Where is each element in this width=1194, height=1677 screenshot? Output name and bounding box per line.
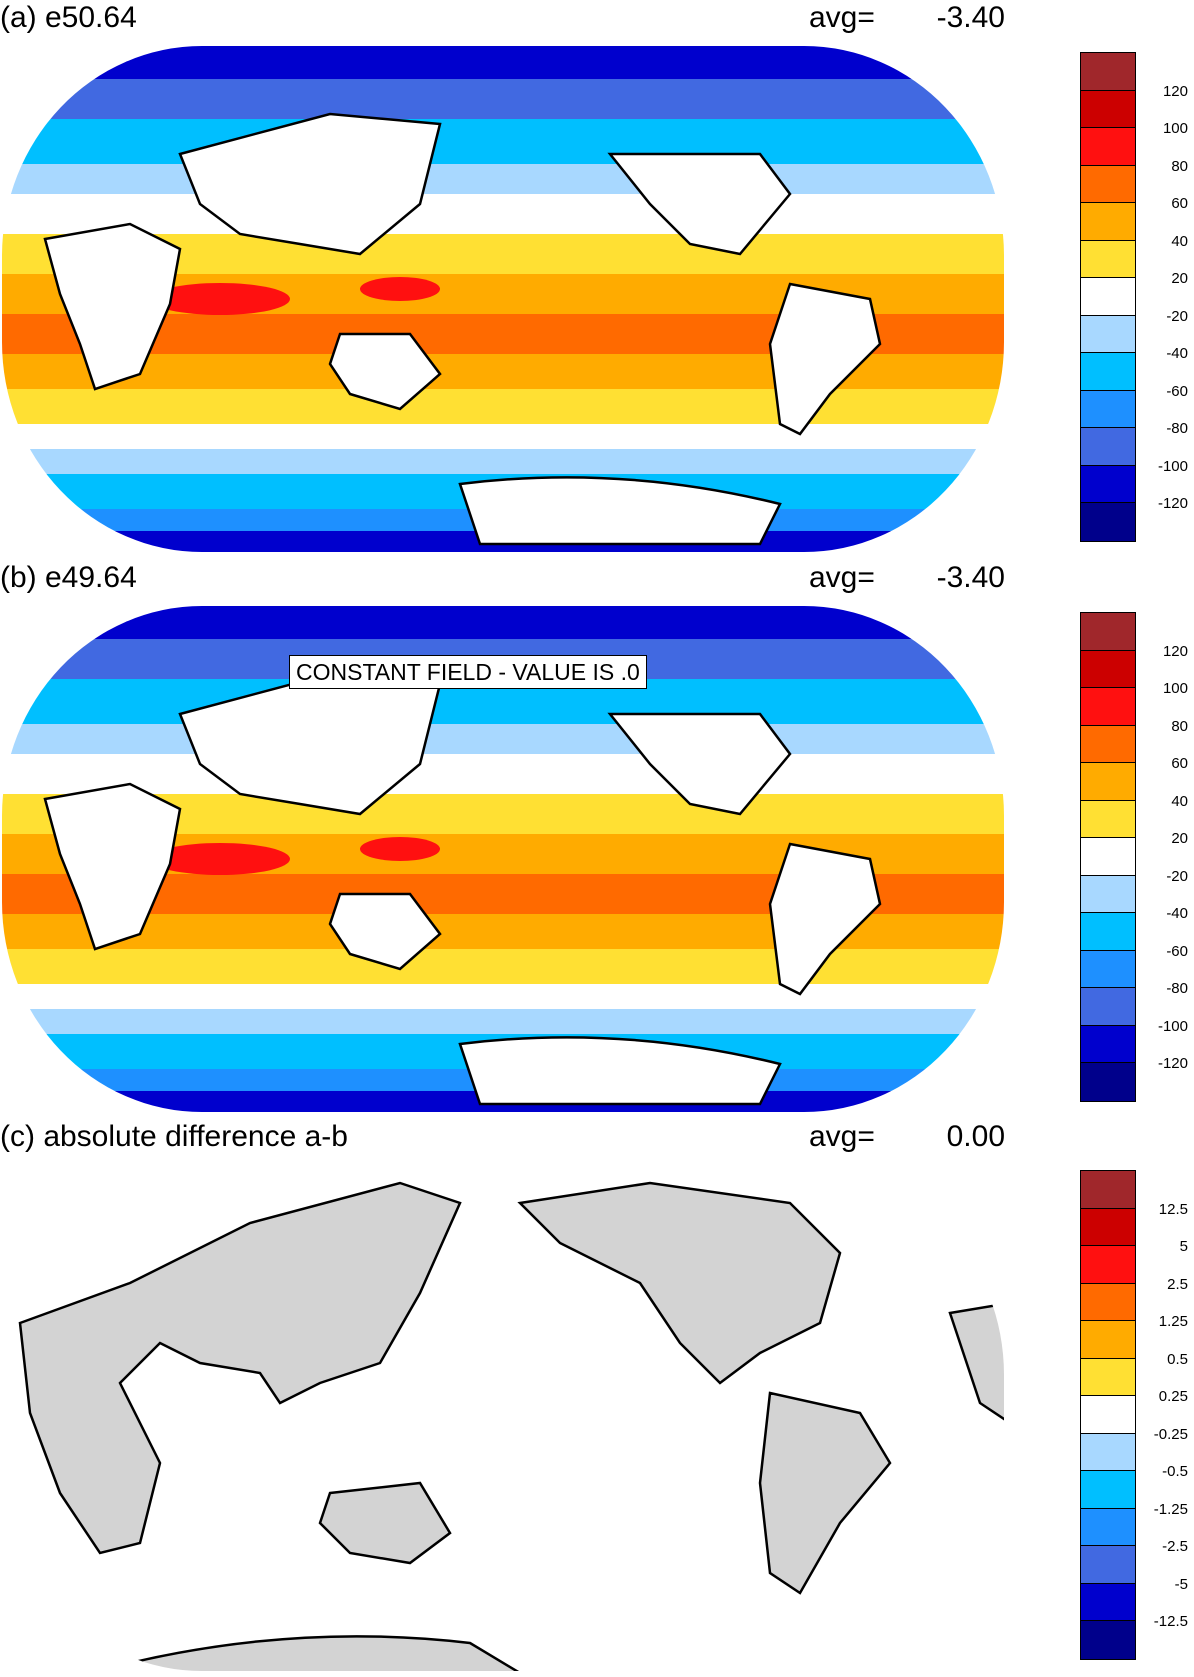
colorbar-swatch (1081, 988, 1135, 1026)
colorbar-label: 0.5 (1167, 1351, 1188, 1368)
colorbar-label: -40 (1166, 905, 1188, 922)
panel-a-avg-label: avg= (809, 1, 875, 34)
colorbar-swatch (1081, 913, 1135, 951)
colorbar-label: 40 (1171, 793, 1188, 810)
colorbar-label: 80 (1171, 158, 1188, 175)
panel-b-avg-label: avg= (809, 561, 875, 594)
colorbar-swatch (1081, 1396, 1135, 1434)
panel-c-title: (c) absolute difference a-b (0, 1120, 348, 1153)
colorbar-swatch (1081, 1433, 1135, 1471)
colorbar-swatch (1081, 763, 1135, 801)
colorbar-label: -120 (1157, 495, 1188, 512)
colorbar-label: 100 (1162, 120, 1188, 137)
colorbar-swatch (1081, 1063, 1135, 1101)
colorbar-label: -100 (1157, 1018, 1188, 1035)
colorbar-label: -60 (1166, 383, 1188, 400)
colorbar-swatch (1081, 278, 1135, 316)
panel-c-land (18, 1181, 1004, 1671)
colorbar-swatch (1081, 800, 1135, 838)
panel-c-avg-label: avg= (809, 1120, 875, 1153)
colorbar-swatch (1081, 1358, 1135, 1396)
colorbar-label: 20 (1171, 270, 1188, 287)
colorbar-swatch (1081, 165, 1135, 203)
colorbar-swatch (1081, 725, 1135, 763)
colorbar-label: 40 (1171, 233, 1188, 250)
colorbar-swatch (1081, 1583, 1135, 1621)
colorbar-swatch (1081, 688, 1135, 726)
colorbar-swatch (1081, 90, 1135, 128)
panel-c-map (18, 1181, 1004, 1671)
colorbar-swatch (1081, 1471, 1135, 1509)
colorbar-swatch (1081, 465, 1135, 503)
colorbar-label: -20 (1166, 868, 1188, 885)
colorbar-swatch (1081, 950, 1135, 988)
colorbar-swatch (1081, 1621, 1135, 1659)
colorbar-swatch (1081, 838, 1135, 876)
colorbar-swatch (1081, 53, 1135, 91)
colorbar-swatch (1081, 128, 1135, 166)
colorbar-label: 20 (1171, 830, 1188, 847)
colorbar-label: -80 (1166, 420, 1188, 437)
colorbar-swatch (1081, 875, 1135, 913)
colorbar-swatch (1081, 1283, 1135, 1321)
colorbar-label: -20 (1166, 308, 1188, 325)
panel-a-map (2, 46, 1004, 552)
colorbar-swatch (1081, 650, 1135, 688)
panel-c-avg-value: 0.00 (946, 1120, 1005, 1153)
panel-a-title: (a) e50.64 (0, 1, 137, 34)
colorbar-swatch (1081, 203, 1135, 241)
colorbar-label: 60 (1171, 755, 1188, 772)
colorbar-label: -120 (1157, 1055, 1188, 1072)
panel-b-map (2, 606, 1004, 1112)
colorbar-swatch (1081, 1208, 1135, 1246)
colorbar-label: -0.25 (1153, 1426, 1188, 1443)
colorbar-label: -2.5 (1162, 1538, 1188, 1555)
colorbar-label: -1.25 (1153, 1501, 1188, 1518)
colorbar-swatch (1081, 315, 1135, 353)
colorbar-swatch (1081, 353, 1135, 391)
colorbar-label: 60 (1171, 195, 1188, 212)
panel-c-colorbar (1080, 1170, 1136, 1660)
colorbar-label: -5 (1174, 1576, 1188, 1593)
colorbar-swatch (1081, 390, 1135, 428)
panel-b-colorbar (1080, 612, 1136, 1102)
colorbar-label: 1.25 (1158, 1313, 1188, 1330)
colorbar-label: 2.5 (1167, 1276, 1188, 1293)
colorbar-swatch (1081, 503, 1135, 541)
colorbar-label: 120 (1162, 83, 1188, 100)
colorbar-swatch (1081, 240, 1135, 278)
panel-a-coastlines (43, 112, 882, 546)
colorbar-label: 80 (1171, 718, 1188, 735)
colorbar-label: -80 (1166, 980, 1188, 997)
panel-a-field (2, 46, 1004, 552)
colorbar-label: 12.5 (1158, 1201, 1188, 1218)
colorbar-swatch (1081, 1508, 1135, 1546)
colorbar-swatch (1081, 1246, 1135, 1284)
colorbar-label: 5 (1179, 1238, 1188, 1255)
panel-b-coastlines (43, 672, 882, 1106)
colorbar-label: -0.5 (1162, 1463, 1188, 1480)
panel-b-title: (b) e49.64 (0, 561, 137, 594)
panel-b-avg-value: -3.40 (936, 561, 1005, 594)
colorbar-swatch (1081, 428, 1135, 466)
colorbar-swatch (1081, 1025, 1135, 1063)
colorbar-label: -12.5 (1153, 1613, 1188, 1630)
colorbar-swatch (1081, 1321, 1135, 1359)
colorbar-swatch (1081, 613, 1135, 651)
colorbar-label: 120 (1162, 643, 1188, 660)
colorbar-swatch (1081, 1171, 1135, 1209)
colorbar-label: -40 (1166, 345, 1188, 362)
panel-a-colorbar (1080, 52, 1136, 542)
panel-a-avg-value: -3.40 (936, 1, 1005, 34)
colorbar-label: 0.25 (1158, 1388, 1188, 1405)
colorbar-label: -60 (1166, 943, 1188, 960)
colorbar-label: 100 (1162, 680, 1188, 697)
colorbar-label: -100 (1157, 458, 1188, 475)
constant-field-notice: CONSTANT FIELD - VALUE IS .0 (289, 655, 647, 689)
colorbar-swatch (1081, 1546, 1135, 1584)
